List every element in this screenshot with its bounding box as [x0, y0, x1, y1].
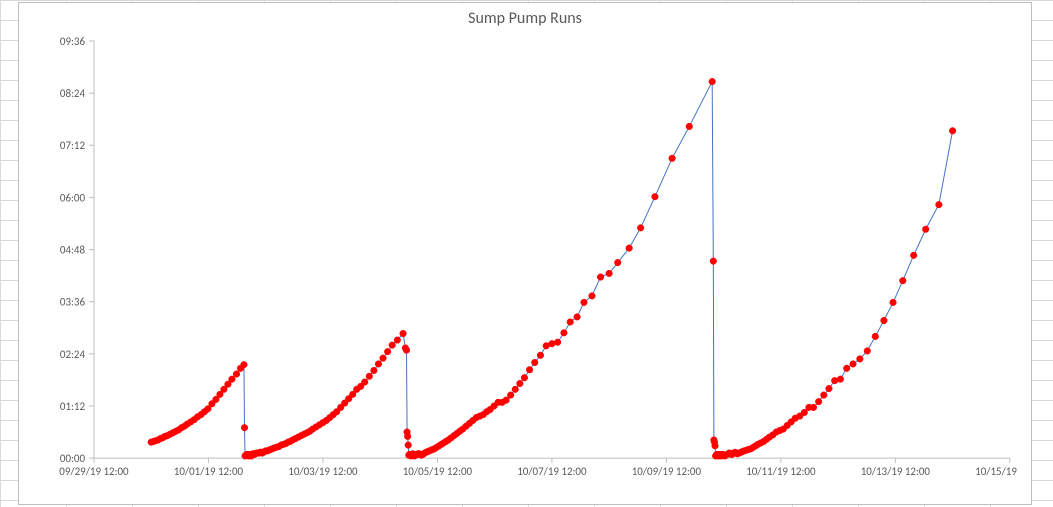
svg-text:10/05/19 12:00: 10/05/19 12:00 [403, 465, 473, 478]
chart-plot[interactable]: 00:00 01:12 02:24 03:36 04:48 06:00 07:12 08:24… [39, 37, 1019, 480]
svg-text:10/09/19 12:00: 10/09/19 12:00 [632, 465, 702, 478]
svg-text:04:48: 04:48 [60, 244, 86, 257]
svg-text:10/13/19 12:00: 10/13/19 12:00 [861, 465, 931, 478]
svg-text:09:36: 09:36 [60, 37, 86, 48]
svg-text:10/01/19 12:00: 10/01/19 12:00 [174, 465, 244, 478]
svg-text:10/11/19 12:00: 10/11/19 12:00 [746, 465, 816, 478]
spreadsheet-grid[interactable]: Sump Pump Runs 00:00 01:12 02:24 03:36 04:48… [0, 0, 1053, 507]
chart-container[interactable]: Sump Pump Runs 00:00 01:12 02:24 03:36 04:48… [18, 2, 1032, 505]
svg-text:02:24: 02:24 [60, 348, 86, 361]
svg-text:10/15/19 12:00: 10/15/19 12:00 [975, 465, 1019, 478]
svg-text:10/03/19 12:00: 10/03/19 12:00 [288, 465, 358, 478]
chart-title: Sump Pump Runs [19, 9, 1031, 28]
svg-text:08:24: 08:24 [60, 87, 86, 100]
svg-text:01:12: 01:12 [60, 400, 86, 413]
svg-text:03:36: 03:36 [60, 296, 86, 309]
chart-svg: 00:00 01:12 02:24 03:36 04:48 06:00 07:12 08:24… [39, 37, 1019, 480]
svg-text:10/07/19 12:00: 10/07/19 12:00 [517, 465, 587, 478]
svg-text:00:00: 00:00 [60, 452, 86, 465]
svg-text:07:12: 07:12 [60, 139, 86, 152]
svg-text:06:00: 06:00 [60, 191, 86, 204]
svg-text:09/29/19 12:00: 09/29/19 12:00 [59, 465, 129, 478]
